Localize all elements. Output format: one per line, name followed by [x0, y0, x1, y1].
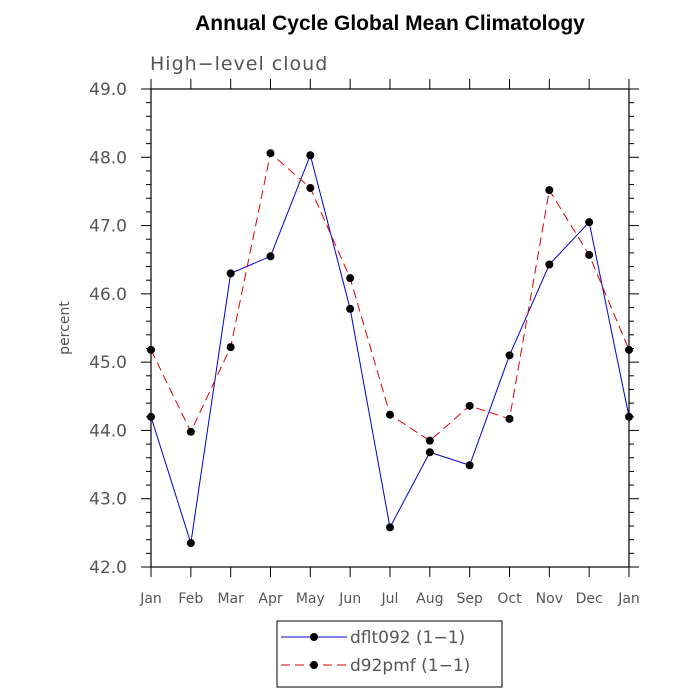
y-axis-label: percent [57, 301, 73, 355]
legend-marker-d92pmf [310, 661, 318, 669]
y-tick-label: 47.0 [89, 217, 127, 237]
data-point-series-1 [386, 410, 394, 419]
data-point-series-1 [306, 184, 315, 193]
x-tick-label: Jul [381, 591, 399, 607]
data-point-series-0 [386, 523, 394, 532]
x-tick-label: Nov [536, 591, 563, 607]
y-tick-label: 46.0 [89, 285, 127, 305]
series-line-0 [150, 153, 630, 544]
chart-title: Annual Cycle Global Mean Climatology [195, 12, 585, 35]
x-tick-label: Dec [576, 591, 603, 607]
legend-label-d92pmf: d92pmf (1−1) [350, 656, 470, 676]
y-tick-label: 43.0 [89, 490, 127, 510]
x-tick-label: Feb [178, 591, 203, 607]
data-point-series-1 [625, 345, 633, 354]
data-point-series-0 [147, 412, 155, 421]
data-point-series-0 [226, 269, 235, 278]
data-point-series-1 [425, 436, 434, 445]
y-tick-label: 45.0 [89, 353, 127, 373]
x-tick-label: Sep [456, 591, 483, 607]
x-tick-label: Jan [139, 591, 162, 607]
data-point-series-0 [186, 539, 195, 548]
data-point-series-0 [505, 351, 514, 360]
y-tick-label: 49.0 [89, 80, 127, 100]
data-point-series-0 [425, 448, 434, 457]
x-tick-label: Aug [416, 591, 443, 607]
data-point-series-1 [186, 427, 195, 436]
data-point-series-0 [465, 461, 474, 470]
data-point-series-0 [306, 151, 315, 160]
data-point-series-0 [266, 252, 275, 261]
legend-label-dflt092: dflt092 (1−1) [350, 628, 465, 648]
x-tick-label: Mar [217, 591, 244, 607]
axis-ticks [141, 79, 639, 577]
x-tick-label: Apr [258, 591, 282, 607]
x-tick-label: Jun [338, 591, 361, 607]
data-point-series-0 [585, 218, 594, 227]
data-point-series-1 [585, 250, 594, 259]
data-point-series-1 [505, 414, 514, 423]
series-line-1 [150, 152, 630, 442]
y-tick-label: 44.0 [89, 421, 127, 441]
data-point-series-1 [545, 186, 554, 195]
legend-marker-dflt092 [310, 633, 318, 641]
series-layer [147, 149, 633, 548]
data-point-series-0 [625, 412, 633, 421]
data-point-series-1 [226, 343, 235, 352]
data-point-series-1 [147, 345, 155, 354]
x-tick-label: Jan [617, 591, 640, 607]
legend-box [276, 620, 503, 688]
data-point-series-1 [346, 274, 355, 283]
data-point-series-1 [465, 401, 474, 410]
data-point-series-0 [545, 260, 554, 269]
x-tick-labels: Jan Feb Mar Apr May Jun Jul Aug Sep Oct Nov Dec Jan [139, 591, 640, 607]
y-tick-label: 42.0 [89, 558, 127, 578]
y-tick-label: 48.0 [89, 148, 127, 168]
y-tick-labels: 42.0 43.0 44.0 45.0 46.0 47.0 48.0 49.0 [89, 80, 127, 578]
legend: dflt092 (1−1) d92pmf (1−1) [276, 620, 503, 688]
data-point-series-0 [346, 304, 355, 313]
x-tick-label: Oct [497, 591, 522, 607]
x-tick-label: May [296, 591, 325, 607]
chart-subtitle: High−level cloud [150, 53, 328, 75]
data-point-series-1 [266, 149, 275, 158]
